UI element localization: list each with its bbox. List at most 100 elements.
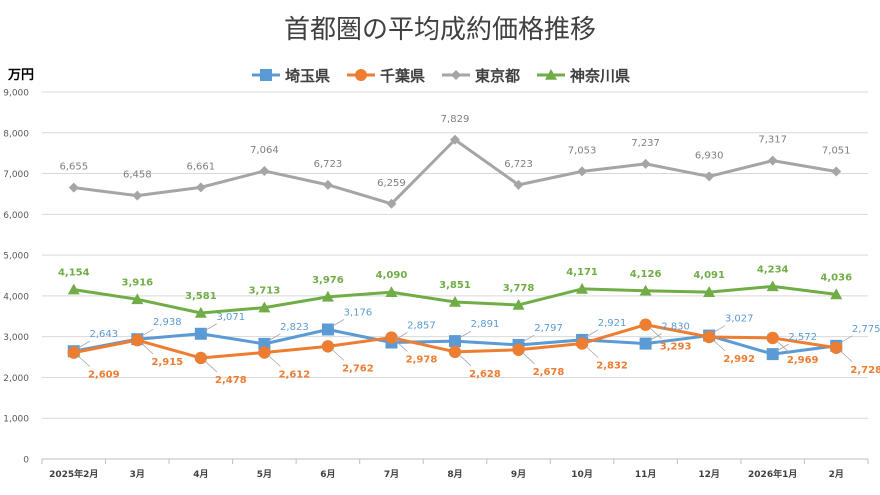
data-point bbox=[830, 288, 843, 300]
x-tick-label: 9月 bbox=[511, 469, 526, 480]
data-point bbox=[68, 182, 79, 193]
data-label: 2,572 bbox=[788, 332, 817, 343]
data-point bbox=[576, 282, 589, 294]
label-leader-line bbox=[458, 354, 472, 367]
x-tick-label: 2025年2月 bbox=[49, 468, 98, 480]
data-label: 7,237 bbox=[631, 138, 660, 149]
data-point bbox=[830, 341, 843, 354]
data-point bbox=[448, 345, 462, 359]
data-point bbox=[131, 333, 144, 347]
data-label: 2,823 bbox=[280, 322, 309, 333]
legend-label: 東京都 bbox=[475, 67, 520, 85]
data-label: 2,678 bbox=[533, 367, 565, 378]
data-label: 3,071 bbox=[217, 312, 246, 323]
data-label: 3,581 bbox=[185, 291, 217, 302]
data-point bbox=[449, 335, 461, 348]
label-leader-line bbox=[712, 339, 726, 352]
x-tick-label: 10月 bbox=[571, 469, 593, 480]
data-point bbox=[639, 284, 652, 296]
data-point bbox=[767, 155, 778, 166]
legend-label: 神奈川県 bbox=[570, 67, 630, 85]
chart-title: 首都圏の平均成約価格推移 bbox=[284, 15, 596, 45]
legend-label: 埼玉県 bbox=[285, 67, 330, 85]
data-label: 4,171 bbox=[566, 267, 598, 278]
data-label: 4,090 bbox=[376, 270, 408, 281]
label-leader-line bbox=[395, 332, 408, 340]
data-label: 7,064 bbox=[250, 145, 279, 156]
label-leader-line bbox=[585, 329, 599, 338]
label-leader-line bbox=[268, 333, 281, 342]
label-leader-line bbox=[712, 325, 726, 333]
y-tick-label: 8,000 bbox=[3, 129, 29, 139]
y-tick-label: 9,000 bbox=[3, 89, 29, 99]
data-point bbox=[194, 306, 207, 318]
data-point bbox=[640, 158, 651, 169]
data-point bbox=[132, 190, 143, 201]
data-point bbox=[258, 346, 271, 359]
y-tick-label: 3,000 bbox=[3, 333, 29, 343]
data-label: 3,851 bbox=[439, 280, 471, 291]
data-point bbox=[702, 330, 716, 344]
label-leader-line bbox=[840, 335, 853, 344]
data-point bbox=[194, 351, 208, 365]
data-label: 2,609 bbox=[88, 370, 120, 381]
data-point bbox=[512, 298, 525, 310]
y-tick-label: 0 bbox=[23, 456, 29, 466]
data-label: 2,969 bbox=[787, 355, 819, 366]
data-label: 2,915 bbox=[151, 357, 183, 368]
data-label: 2,891 bbox=[471, 319, 500, 330]
x-tick-label: 6月 bbox=[320, 469, 335, 480]
data-label: 4,036 bbox=[820, 272, 852, 283]
data-point bbox=[450, 134, 460, 145]
label-leader-line bbox=[331, 349, 345, 361]
y-tick-label: 2,000 bbox=[3, 374, 29, 384]
data-point bbox=[321, 323, 334, 336]
data-point bbox=[703, 286, 716, 297]
data-label: 2,857 bbox=[407, 320, 436, 331]
label-leader-line bbox=[204, 360, 218, 373]
label-leader-line bbox=[458, 330, 472, 339]
legend-swatch-marker bbox=[545, 69, 557, 80]
data-label: 2,612 bbox=[279, 369, 311, 380]
x-tick-label: 3月 bbox=[130, 469, 145, 480]
label-leader-line bbox=[776, 340, 789, 353]
data-label: 2,832 bbox=[596, 361, 628, 372]
data-label: 6,661 bbox=[187, 161, 216, 172]
label-leader-line bbox=[395, 340, 408, 352]
y-tick-label: 6,000 bbox=[3, 211, 29, 221]
data-label: 2,775 bbox=[852, 324, 880, 335]
data-point bbox=[831, 166, 842, 177]
x-tick-label: 2月 bbox=[829, 469, 844, 480]
data-point bbox=[513, 179, 524, 190]
legend-label: 千葉県 bbox=[380, 67, 425, 85]
data-label: 2,797 bbox=[534, 323, 563, 334]
data-label: 3,916 bbox=[121, 277, 153, 288]
label-leader-line bbox=[585, 346, 599, 358]
label-leader-line bbox=[776, 343, 789, 352]
label-leader-line bbox=[77, 340, 90, 349]
data-point bbox=[195, 182, 206, 193]
data-point bbox=[385, 286, 398, 298]
y-unit-label: 万円 bbox=[7, 68, 34, 83]
data-point bbox=[639, 337, 652, 350]
data-point bbox=[449, 295, 461, 307]
label-leader-line bbox=[649, 327, 662, 340]
label-leader-line bbox=[522, 334, 535, 343]
x-tick-label: 7月 bbox=[384, 469, 399, 480]
data-label: 6,930 bbox=[695, 150, 724, 161]
label-leader-line bbox=[839, 350, 853, 363]
label-leader-line bbox=[522, 352, 535, 365]
data-point bbox=[321, 290, 334, 302]
data-label: 2,478 bbox=[215, 375, 247, 386]
data-point bbox=[258, 337, 271, 350]
data-point bbox=[322, 179, 333, 190]
data-point bbox=[131, 293, 144, 305]
data-label: 7,829 bbox=[441, 114, 470, 125]
data-label: 2,728 bbox=[850, 365, 880, 376]
data-label: 4,154 bbox=[58, 268, 90, 279]
y-tick-label: 5,000 bbox=[3, 252, 29, 262]
data-label: 7,317 bbox=[758, 135, 787, 146]
data-label: 6,259 bbox=[377, 178, 406, 189]
